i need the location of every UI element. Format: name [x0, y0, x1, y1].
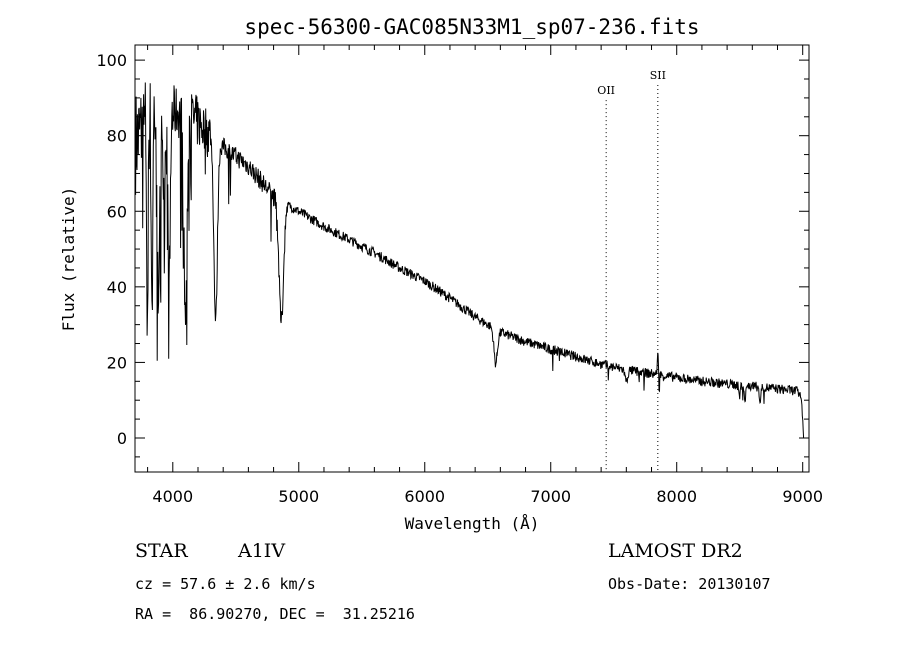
x-tick-label: 9000 [782, 487, 823, 506]
object-class: STAR [135, 540, 188, 562]
velocity-text: cz = 57.6 ± 2.6 km/s [135, 575, 316, 593]
y-tick-label: 60 [107, 202, 127, 221]
spectral-subclass: A1IV [238, 540, 286, 562]
y-tick-label: 40 [107, 278, 127, 297]
x-tick-label: 7000 [530, 487, 571, 506]
x-tick-label: 4000 [152, 487, 193, 506]
x-tick-label: 8000 [656, 487, 697, 506]
x-tick-label: 5000 [278, 487, 319, 506]
chart-title: spec-56300-GAC085N33M1_sp07-236.fits [244, 15, 699, 39]
y-tick-label: 80 [107, 127, 127, 146]
line-marker-layer: OII SII [597, 69, 666, 472]
plot-frame [134, 44, 810, 473]
survey-name: LAMOST DR2 [608, 540, 743, 562]
x-axis-label: Wavelength (Å) [405, 514, 540, 533]
observation-date: Obs-Date: 20130107 [608, 575, 771, 593]
y-tick-label: 20 [107, 353, 127, 372]
coordinates-text: RA = 86.90270, DEC = 31.25216 [135, 605, 415, 623]
x-tick-label: 6000 [404, 487, 445, 506]
axis-ticks: 4000 5000 6000 7000 8000 9000 0 20 40 60 80 100 [96, 45, 823, 506]
y-tick-label: 100 [96, 51, 127, 70]
line-marker-label: OII [597, 84, 615, 97]
y-tick-label: 0 [117, 429, 127, 448]
spectrum-line [135, 82, 805, 439]
y-axis-label: Flux (relative) [59, 187, 78, 332]
line-marker-label: SII [650, 69, 666, 82]
